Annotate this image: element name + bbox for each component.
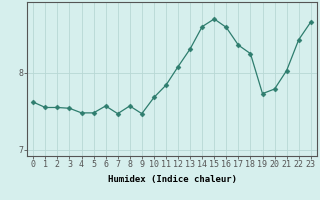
X-axis label: Humidex (Indice chaleur): Humidex (Indice chaleur): [108, 175, 236, 184]
